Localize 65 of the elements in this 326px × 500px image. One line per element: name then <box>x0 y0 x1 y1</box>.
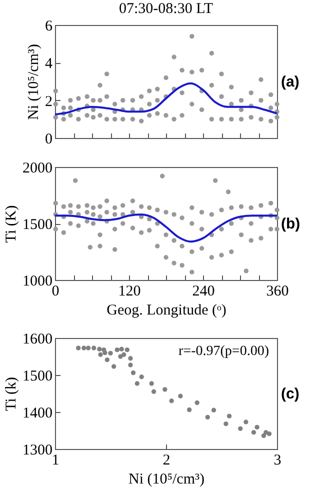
point <box>178 394 183 398</box>
point <box>124 348 130 352</box>
point <box>205 414 210 420</box>
x-tick-label: 360 <box>266 284 289 300</box>
point <box>111 364 116 369</box>
point <box>98 352 103 357</box>
y-tick-label: 1600 <box>22 332 52 348</box>
point <box>224 422 228 426</box>
point <box>169 398 174 404</box>
text: (c) <box>281 386 300 402</box>
y-tick-label: 1000 <box>22 274 52 290</box>
x-axis-title: Geog. Longitude (ᵒ) <box>106 302 226 318</box>
point <box>128 362 133 368</box>
text: (b) <box>281 216 300 232</box>
point <box>82 346 86 350</box>
point <box>108 350 113 356</box>
point <box>211 408 216 412</box>
y-tick-label: 2 <box>45 94 52 110</box>
x-tick-label: 1 <box>52 452 60 468</box>
y-tick-label: 6 <box>45 18 53 34</box>
point <box>76 346 81 350</box>
point <box>134 381 140 386</box>
point <box>261 433 266 438</box>
y-tick-label: 0 <box>45 132 52 148</box>
line-series <box>54 213 278 243</box>
point <box>244 420 248 424</box>
x-tick-label: 3 <box>274 452 282 468</box>
point <box>121 352 126 357</box>
point <box>186 407 192 412</box>
point <box>130 370 136 376</box>
x-tick-label: 120 <box>118 284 141 300</box>
y-tick-label: 1400 <box>22 406 52 422</box>
point <box>86 346 91 350</box>
point <box>114 348 120 352</box>
point <box>118 354 123 359</box>
y-tick-label: 2000 <box>22 160 52 176</box>
point <box>119 346 124 352</box>
point <box>139 374 144 380</box>
x-tick-label: 2 <box>162 452 170 468</box>
point <box>149 381 154 386</box>
y-tick-label: 1500 <box>22 368 52 384</box>
y-tick-label: 1500 <box>22 217 52 233</box>
point <box>151 389 156 394</box>
annotation: r=-0.97(p=0.00) <box>178 344 270 359</box>
point <box>104 357 110 362</box>
point <box>102 350 108 356</box>
point <box>251 430 256 435</box>
x-axis-title: Ni (10⁵/cm³) <box>128 472 204 488</box>
point <box>254 424 260 430</box>
y-axis-title: Ti (K) <box>4 205 20 243</box>
point <box>162 387 168 392</box>
point <box>128 356 133 361</box>
y-axis-title: Ni (10⁵/cm³) <box>26 44 42 120</box>
y-tick-label: 1300 <box>22 442 52 458</box>
point <box>266 431 272 436</box>
text: (a) <box>281 74 300 90</box>
y-tick-label: 4 <box>45 56 53 72</box>
point <box>238 426 243 431</box>
x-tick-label: 240 <box>192 284 215 300</box>
point <box>97 346 102 352</box>
point <box>92 346 96 350</box>
point <box>226 414 232 418</box>
y-axis-title: Ti (k) <box>4 376 20 412</box>
point <box>194 400 200 406</box>
chart-title: 07:30-08:30 LT <box>118 1 214 17</box>
